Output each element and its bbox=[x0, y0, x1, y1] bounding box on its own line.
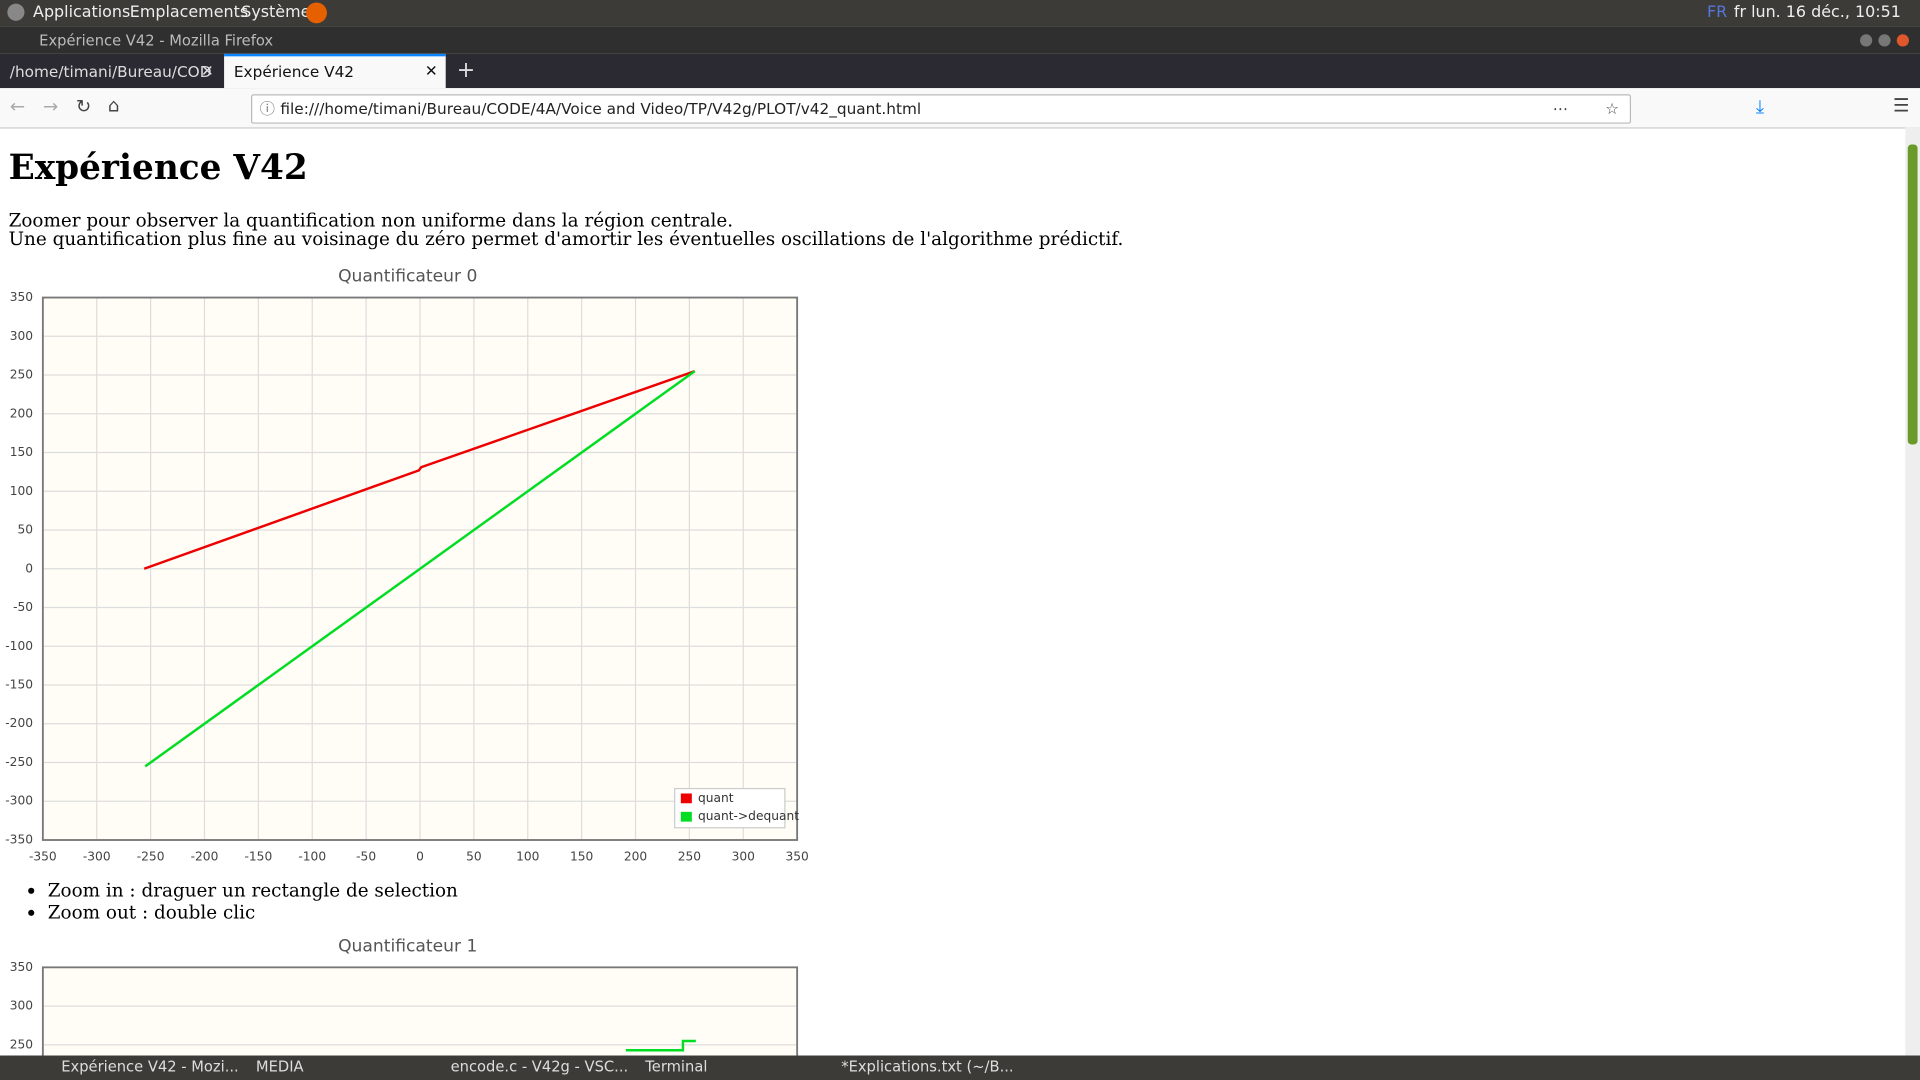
forward[interactable]: → bbox=[42, 95, 59, 118]
y-tick-label: -200 bbox=[5, 716, 33, 730]
intro-line: Zoomer pour observer la quantification n… bbox=[8, 209, 734, 232]
nav-bar: ← → ↻ ⌂ ⓘ file:///home/timani/Bureau/CODE… bbox=[0, 88, 1920, 129]
new-tab[interactable]: + bbox=[456, 57, 476, 84]
downloads[interactable]: ⤓ bbox=[1755, 95, 1765, 118]
y-tick-label: 250 bbox=[10, 368, 33, 382]
heading: Expérience V42 bbox=[8, 146, 308, 188]
y-tick-label: -100 bbox=[5, 639, 33, 653]
y-tick-label: 200 bbox=[10, 406, 33, 420]
chart-title: Quantificateur 0 bbox=[338, 267, 477, 287]
scroll-thumb[interactable] bbox=[1907, 144, 1918, 445]
instruction: Zoom in : draguer un rectangle de select… bbox=[48, 879, 458, 901]
menu[interactable]: Emplacements bbox=[129, 3, 249, 23]
scrollbar[interactable] bbox=[1905, 127, 1920, 1056]
tab-close[interactable]: ✕ bbox=[424, 61, 438, 80]
page-actions[interactable]: ⋯ bbox=[1552, 99, 1568, 118]
y-tick-label: -150 bbox=[5, 678, 33, 692]
url: file:///home/timani/Bureau/CODE/4A/Voice… bbox=[280, 99, 922, 118]
x-tick-label: 50 bbox=[466, 850, 482, 864]
menu-button[interactable]: ☰ bbox=[1893, 94, 1910, 117]
page-content: Expérience V42 Zoomer pour observer la q… bbox=[0, 127, 1905, 1056]
line bbox=[144, 370, 696, 768]
y-tick-label: 300 bbox=[10, 999, 33, 1013]
plot-frame bbox=[41, 296, 799, 841]
task[interactable]: encode.c - V42g - VSC... bbox=[450, 1057, 629, 1076]
legend-box bbox=[674, 787, 786, 829]
line bbox=[143, 370, 696, 570]
chart[interactable]: Quantificateur 1 350 300 250 bbox=[0, 933, 814, 1056]
url-bar[interactable]: ⓘ file:///home/timani/Bureau/CODE/4A/Voic… bbox=[251, 94, 1632, 124]
taskbar: Expérience V42 - Mozi... MEDIA encode.c … bbox=[0, 1055, 1920, 1080]
clock[interactable]: fr lun. 16 déc., 10:51 bbox=[1733, 3, 1901, 23]
instruction: Zoom out : double clic bbox=[48, 901, 458, 923]
legend-swatch bbox=[680, 793, 692, 804]
legend-label: quant bbox=[698, 791, 734, 805]
top-panel: Applications Emplacements Système FR fr … bbox=[0, 0, 1920, 27]
x-tick-label: 250 bbox=[678, 850, 701, 864]
reload[interactable]: ↻ bbox=[75, 95, 92, 118]
x-tick-label: -300 bbox=[83, 850, 111, 864]
x-tick-label: -200 bbox=[191, 850, 219, 864]
keyboard-layout[interactable]: FR bbox=[1706, 3, 1728, 23]
minimize[interactable] bbox=[1860, 34, 1873, 47]
line bbox=[625, 1039, 696, 1052]
y-tick-label: -300 bbox=[5, 794, 33, 808]
chart-title: Quantificateur 1 bbox=[338, 937, 477, 957]
x-tick-label: 100 bbox=[516, 850, 539, 864]
tab-close[interactable]: ✕ bbox=[200, 61, 214, 80]
tab-title: /home/timani/Bureau/COD bbox=[9, 62, 212, 81]
legend-label: quant->dequant bbox=[698, 809, 799, 823]
y-tick-label: 100 bbox=[10, 484, 33, 498]
ubuntu-icon[interactable] bbox=[7, 3, 25, 21]
tab-active[interactable]: Expérience V42 ✕ bbox=[224, 53, 446, 89]
task[interactable]: Terminal bbox=[645, 1057, 708, 1076]
y-tick-label: 0 bbox=[25, 561, 33, 575]
maximize[interactable] bbox=[1878, 34, 1891, 47]
y-tick-label: -50 bbox=[13, 600, 33, 614]
firefox-icon[interactable] bbox=[306, 2, 327, 24]
x-tick-label: 150 bbox=[570, 850, 593, 864]
tab-title: Expérience V42 bbox=[233, 62, 355, 81]
legend-swatch bbox=[680, 811, 692, 822]
menu[interactable]: Système bbox=[241, 3, 311, 23]
task[interactable]: MEDIA bbox=[255, 1057, 304, 1076]
home[interactable]: ⌂ bbox=[107, 94, 120, 117]
instructions: Zoom in : draguer un rectangle de select… bbox=[9, 879, 458, 923]
intro-line: Une quantification plus fine au voisinag… bbox=[8, 227, 1124, 250]
x-tick-label: -50 bbox=[356, 850, 376, 864]
window-titlebar: Expérience V42 - Mozilla Firefox bbox=[0, 26, 1920, 54]
close[interactable] bbox=[1896, 34, 1909, 47]
y-tick-label: 250 bbox=[10, 1037, 33, 1051]
y-tick-label: 350 bbox=[10, 290, 33, 304]
y-tick-label: -250 bbox=[5, 755, 33, 769]
window-title: Expérience V42 - Mozilla Firefox bbox=[39, 31, 274, 49]
y-tick-label: 150 bbox=[10, 445, 33, 459]
x-tick-label: 200 bbox=[624, 850, 647, 864]
y-tick-label: 350 bbox=[10, 960, 33, 974]
chart[interactable]: Quantificateur 0 350 300 250 200 150 100 50 0 -50… bbox=[0, 263, 814, 869]
y-tick-label: 300 bbox=[10, 329, 33, 343]
task[interactable]: Expérience V42 - Mozi... bbox=[61, 1057, 239, 1076]
task[interactable]: *Explications.txt (~/B... bbox=[841, 1057, 1014, 1076]
back[interactable]: ← bbox=[9, 95, 26, 118]
x-tick-label: 0 bbox=[416, 850, 424, 864]
y-tick-label: 50 bbox=[17, 523, 33, 537]
info-icon[interactable]: ⓘ bbox=[259, 99, 275, 118]
menu[interactable]: Applications bbox=[33, 3, 131, 23]
x-tick-label: -350 bbox=[29, 850, 57, 864]
plot-area bbox=[42, 967, 798, 1056]
bookmark[interactable]: ☆ bbox=[1605, 99, 1620, 118]
y-tick-label: -350 bbox=[5, 833, 33, 847]
plot-frame bbox=[41, 966, 799, 1056]
tab-bar: /home/timani/Bureau/COD ✕ Expérience V42 ✕… bbox=[0, 53, 1920, 89]
x-tick-label: -100 bbox=[298, 850, 326, 864]
x-tick-label: 300 bbox=[732, 850, 755, 864]
x-tick-label: 350 bbox=[785, 850, 808, 864]
x-tick-label: -250 bbox=[137, 850, 165, 864]
tab[interactable]: /home/timani/Bureau/COD ✕ bbox=[0, 54, 222, 88]
x-tick-label: -150 bbox=[244, 850, 272, 864]
